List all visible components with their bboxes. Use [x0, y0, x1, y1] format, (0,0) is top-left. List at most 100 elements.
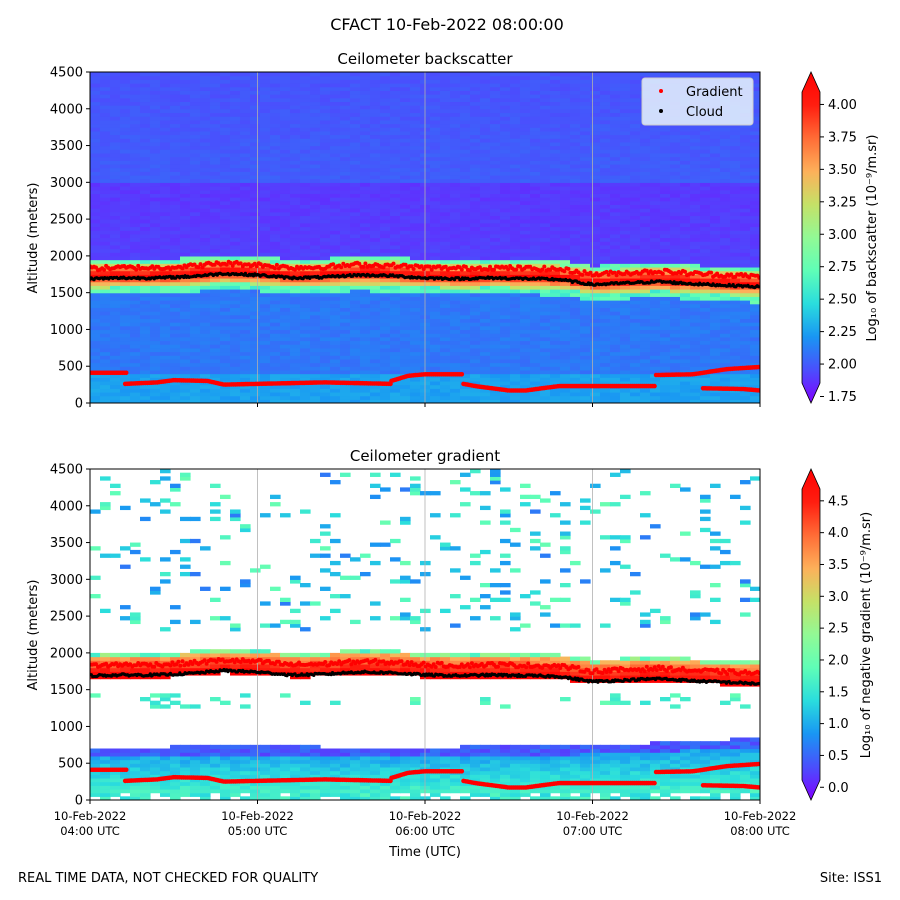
backscatter-cell [390, 90, 401, 95]
backscatter-cell [580, 351, 591, 356]
backscatter-cell [560, 204, 571, 209]
backscatter-cell [510, 182, 521, 187]
backscatter-cell [530, 362, 541, 367]
backscatter-cell [320, 211, 331, 217]
backscatter-cell [410, 248, 421, 253]
backscatter-cell [490, 285, 501, 290]
backscatter-cell [330, 369, 341, 375]
backscatter-cell [390, 83, 401, 88]
backscatter-cell [390, 138, 401, 143]
backscatter-cell [380, 296, 391, 301]
backscatter-cell [120, 138, 131, 143]
backscatter-cell [210, 303, 221, 308]
backscatter-cell [430, 211, 441, 217]
backscatter-cell [410, 79, 421, 84]
backscatter-cell [260, 215, 271, 220]
backscatter-cell [570, 237, 581, 242]
backscatter-cell [260, 362, 271, 367]
backscatter-cell [360, 189, 371, 194]
backscatter-cell [210, 285, 221, 290]
backscatter-cell [550, 366, 561, 371]
backscatter-cell [110, 108, 121, 114]
backscatter-cell [580, 252, 591, 257]
backscatter-cell [300, 252, 311, 257]
backscatter-cell [550, 311, 561, 316]
backscatter-cell [470, 97, 481, 103]
backscatter-cell [150, 79, 161, 84]
backscatter-cell [600, 307, 611, 312]
backscatter-cell [320, 336, 331, 342]
backscatter-cell [340, 314, 351, 320]
backscatter-cell [150, 182, 161, 187]
backscatter-cell [370, 351, 381, 356]
backscatter-cell [500, 281, 511, 286]
backscatter-cell [450, 208, 461, 213]
backscatter-cell [300, 281, 311, 286]
backscatter-cell [450, 72, 461, 77]
backscatter-cell [350, 208, 361, 213]
backscatter-cell [240, 266, 251, 272]
backscatter-cell [480, 138, 491, 143]
backscatter-cell [610, 255, 621, 261]
backscatter-cell [530, 101, 541, 106]
backscatter-cell [430, 270, 441, 275]
backscatter-cell [430, 178, 441, 183]
backscatter-cell [640, 351, 651, 356]
backscatter-cell [190, 130, 201, 136]
backscatter-cell [300, 325, 311, 331]
backscatter-cell [340, 189, 351, 194]
backscatter-cell [280, 241, 291, 246]
backscatter-cell [90, 322, 101, 327]
backscatter-cell [260, 296, 271, 301]
backscatter-cell [470, 141, 481, 147]
backscatter-cell [390, 219, 401, 224]
backscatter-cell [140, 123, 151, 128]
backscatter-cell [560, 391, 571, 397]
backscatter-cell [430, 90, 441, 95]
backscatter-cell [280, 277, 291, 283]
backscatter-cell [130, 86, 141, 91]
backscatter-cell [480, 255, 491, 261]
backscatter-cell [120, 116, 131, 121]
backscatter-cell [250, 182, 261, 187]
backscatter-cell [360, 83, 371, 88]
backscatter-cell [300, 182, 311, 187]
backscatter-cell [340, 399, 351, 403]
backscatter-cell [440, 255, 451, 261]
backscatter-cell [430, 208, 441, 213]
backscatter-cell [280, 141, 291, 147]
backscatter-cell [280, 197, 291, 202]
backscatter-cell [280, 237, 291, 242]
backscatter-cell [470, 219, 481, 224]
backscatter-cell [560, 255, 571, 261]
backscatter-cell [350, 90, 361, 95]
backscatter-cell [230, 300, 241, 305]
backscatter-cell [560, 252, 571, 257]
backscatter-cell [100, 174, 111, 180]
backscatter-cell [220, 130, 231, 136]
backscatter-cell [580, 189, 591, 194]
backscatter-cell [190, 186, 201, 191]
backscatter-cell [120, 395, 131, 400]
backscatter-cell [460, 156, 471, 161]
backscatter-cell [90, 226, 101, 231]
backscatter-cell [290, 222, 301, 228]
backscatter-cell [250, 178, 261, 183]
backscatter-cell [620, 116, 631, 121]
backscatter-cell [590, 259, 601, 264]
backscatter-cell [100, 134, 111, 139]
backscatter-cell [170, 108, 181, 114]
backscatter-cell [490, 380, 501, 386]
backscatter-cell [370, 119, 381, 125]
backscatter-cell [110, 141, 121, 147]
backscatter-cell [280, 145, 291, 150]
backscatter-cell [430, 391, 441, 397]
backscatter-cell [510, 395, 521, 400]
backscatter-cell [210, 237, 221, 242]
backscatter-cell [570, 226, 581, 231]
backscatter-cell [530, 244, 541, 250]
backscatter-cell [110, 186, 121, 191]
backscatter-cell [400, 149, 411, 154]
backscatter-cell [100, 116, 111, 121]
backscatter-cell [320, 307, 331, 312]
